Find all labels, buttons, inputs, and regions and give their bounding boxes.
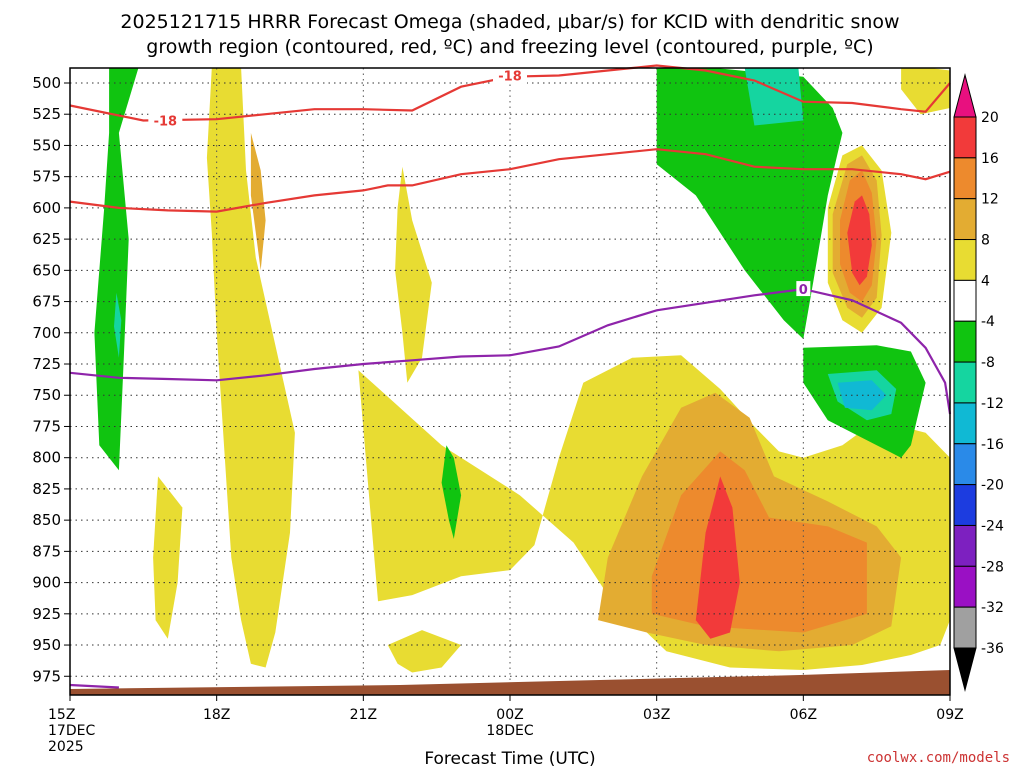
colorbar-tick-0: 20	[981, 110, 999, 126]
x-axis-label: Forecast Time (UTC)	[424, 749, 595, 768]
chart-title-line2: growth region (contoured, red, ºC) and f…	[146, 36, 873, 58]
ytick-label-950: 950	[32, 636, 61, 654]
colorbar-segment-1	[953, 116, 977, 159]
omega-region-13	[94, 68, 139, 471]
xtick-label-12-0: 03Z	[643, 707, 670, 723]
xtick-label-0-2: 2025	[48, 739, 84, 755]
colorbar-segment-2	[953, 157, 977, 200]
xtick-label-9-1: 18DEC	[486, 723, 533, 739]
dgz-contour-label-0: -18	[154, 114, 178, 129]
colorbar-tick-4: 4	[981, 273, 990, 289]
colorbar-tick-2: 12	[981, 192, 999, 208]
omega-region-16	[206, 68, 295, 668]
pressure-gridlines	[70, 68, 950, 695]
ytick-label-750: 750	[32, 386, 61, 404]
omega-region-17	[250, 132, 266, 271]
omega-region-19	[153, 476, 183, 639]
ytick-label-900: 900	[32, 574, 61, 592]
dgz-contour-label-1: -18	[498, 69, 522, 84]
colorbar-tick-1: 16	[981, 151, 999, 167]
ytick-label-925: 925	[32, 605, 61, 623]
dgz-contour-0	[69, 64, 951, 122]
colorbar-tick-13: -36	[981, 641, 1004, 657]
colorbar-tick-6: -8	[981, 355, 995, 371]
xtick-label-0-0: 15Z	[48, 707, 75, 723]
colorbar-segment-13	[953, 606, 977, 649]
colorbar-tick-11: -28	[981, 559, 1004, 575]
chart-title-line1: 2025121715 HRRR Forecast Omega (shaded, …	[120, 11, 899, 33]
omega-region-8	[656, 68, 843, 339]
pressure-axis: 500 525 550 575 600 625 650 675 700 725 750 775 800 8…	[32, 74, 70, 685]
ytick-label-650: 650	[32, 261, 61, 279]
colorbar-tick-3: 8	[981, 233, 990, 249]
temperature-contours: -18 -18 0	[69, 64, 952, 689]
freezing-level-contour	[69, 287, 952, 415]
ytick-label-875: 875	[32, 542, 61, 560]
omega-shaded-regions	[94, 68, 950, 673]
freezing-label-bg	[796, 281, 811, 297]
colorbar-segment-7	[953, 361, 977, 404]
dgz-label-bg-1	[493, 67, 527, 84]
ytick-label-800: 800	[32, 449, 61, 467]
colorbar-segment-6	[953, 320, 977, 363]
xtick-label-0-1: 17DEC	[48, 723, 95, 739]
omega-region-7	[847, 195, 872, 286]
ytick-label-775: 775	[32, 417, 61, 435]
colorbar-segment-4	[953, 239, 977, 281]
ytick-label-700: 700	[32, 324, 61, 342]
colorbar-top-triangle	[953, 73, 977, 118]
omega-region-14	[114, 292, 122, 358]
terrain-ground	[70, 670, 950, 695]
xtick-label-18-0: 09Z	[936, 707, 963, 723]
colorbar-bottom-triangle	[953, 647, 977, 692]
ytick-label-500: 500	[32, 74, 61, 92]
colorbar: 20 16 12 8 4 -4 -8 -12 -16 -20 -24 -28 -32 -36	[953, 73, 1004, 692]
ytick-label-550: 550	[32, 136, 61, 154]
freezing-contour-label: 0	[799, 283, 808, 298]
omega-region-15	[441, 445, 462, 539]
colorbar-tick-9: -20	[981, 478, 1004, 494]
omega-region-3	[695, 476, 740, 639]
colorbar-segment-12	[953, 565, 977, 608]
colorbar-segment-9	[953, 443, 977, 486]
omega-region-18	[395, 166, 432, 383]
freezing-level-contour-lower	[69, 683, 119, 689]
ytick-label-525: 525	[32, 105, 61, 123]
xtick-label-9-0: 00Z	[496, 707, 523, 723]
ytick-label-675: 675	[32, 293, 61, 311]
omega-region-21	[901, 68, 950, 115]
ytick-label-625: 625	[32, 230, 61, 248]
colorbar-tick-10: -24	[981, 518, 1004, 534]
ytick-label-850: 850	[32, 511, 61, 529]
colorbar-segment-8	[953, 402, 977, 445]
xtick-label-6-0: 21Z	[350, 707, 377, 723]
colorbar-segment-10	[953, 484, 977, 526]
colorbar-tick-8: -16	[981, 437, 1004, 453]
dgz-contour-1	[69, 148, 951, 213]
ytick-label-725: 725	[32, 355, 61, 373]
colorbar-segment-5	[953, 279, 977, 322]
xtick-label-3-0: 18Z	[203, 707, 230, 723]
plot-area: -18 -18 0	[69, 64, 952, 696]
colorbar-segment-11	[953, 524, 977, 567]
omega-region-20	[387, 630, 462, 673]
colorbar-tick-7: -12	[981, 396, 1004, 412]
dgz-label-bg-0	[148, 112, 183, 129]
colorbar-segment-3	[953, 198, 977, 241]
colorbar-tick-12: -32	[981, 600, 1004, 616]
ytick-label-975: 975	[32, 667, 61, 685]
credit-text: coolwx.com/models	[867, 750, 1010, 766]
xtick-label-15-0: 06Z	[790, 707, 817, 723]
ytick-label-825: 825	[32, 480, 61, 498]
ytick-label-575: 575	[32, 168, 61, 186]
colorbar-tick-5: -4	[981, 314, 995, 330]
ytick-label-600: 600	[32, 199, 61, 217]
